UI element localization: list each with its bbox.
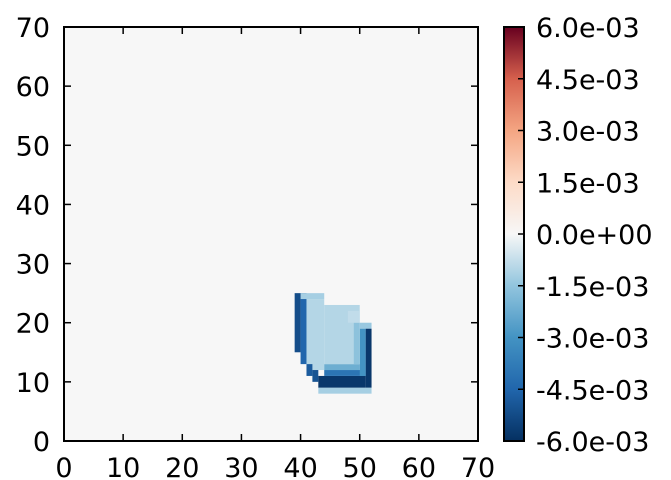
y-tick-label: 50 bbox=[16, 131, 50, 162]
heatmap-cell bbox=[353, 322, 360, 365]
colorbar-tick-label: -3.0e-03 bbox=[536, 324, 649, 355]
y-tick-label: 60 bbox=[16, 72, 50, 103]
heatmap-cell bbox=[365, 328, 372, 388]
heatmap-cell bbox=[300, 293, 325, 300]
colorbar-tick-label: 6.0e-03 bbox=[536, 13, 640, 44]
colorbar-tick-label: -4.5e-03 bbox=[536, 375, 649, 406]
x-tick-label: 60 bbox=[402, 453, 436, 480]
x-tick-label: 30 bbox=[224, 453, 258, 480]
x-tick-label: 20 bbox=[165, 453, 199, 480]
colorbar-tick-label: 0.0e+00 bbox=[536, 220, 653, 251]
x-tick-label: 40 bbox=[283, 453, 317, 480]
heatmap-cell bbox=[306, 364, 313, 376]
y-tick-label: 10 bbox=[16, 368, 50, 399]
heatmap-cell bbox=[306, 299, 325, 371]
y-tick-label: 20 bbox=[16, 309, 50, 340]
y-tick-label: 0 bbox=[33, 427, 50, 458]
colorbar-tick-label: 1.5e-03 bbox=[536, 168, 640, 199]
colorbar-tick-label: 3.0e-03 bbox=[536, 117, 640, 148]
y-tick-label: 70 bbox=[16, 13, 50, 44]
colorbar-tick-label: 4.5e-03 bbox=[536, 65, 640, 96]
colorbar-ticks: 6.0e-03 4.5e-03 3.0e-03 1.5e-03 0.0e+00 -1.5e… bbox=[518, 13, 653, 458]
heatmap-cell bbox=[324, 370, 366, 376]
y-tick-label: 40 bbox=[16, 190, 50, 221]
heatmap-cell bbox=[324, 364, 360, 371]
plot-background bbox=[64, 27, 478, 441]
heatmap-cell bbox=[300, 293, 307, 365]
heatmap-cell bbox=[318, 387, 372, 394]
x-axis: 0 10 20 30 40 50 60 70 bbox=[55, 27, 495, 480]
colorbar-tick-label: -1.5e-03 bbox=[536, 272, 649, 303]
heatmap-cell bbox=[294, 293, 301, 353]
x-tick-label: 70 bbox=[461, 453, 495, 480]
heatmap-cell bbox=[359, 322, 372, 329]
heatmap-cell bbox=[318, 375, 366, 388]
x-tick-label: 50 bbox=[343, 453, 377, 480]
heatmap-cell bbox=[359, 328, 366, 376]
colorbar-tick-label: -6.0e-03 bbox=[536, 427, 649, 458]
plot-frame bbox=[63, 26, 479, 442]
y-tick-label: 30 bbox=[16, 250, 50, 281]
x-tick-label: 0 bbox=[55, 453, 72, 480]
x-tick-label: 10 bbox=[106, 453, 140, 480]
heatmap-cell bbox=[312, 370, 319, 382]
heatmap-cells bbox=[294, 293, 372, 394]
y-axis: 0 10 20 30 40 50 60 70 bbox=[16, 13, 478, 458]
heatmap-cell bbox=[347, 310, 360, 323]
